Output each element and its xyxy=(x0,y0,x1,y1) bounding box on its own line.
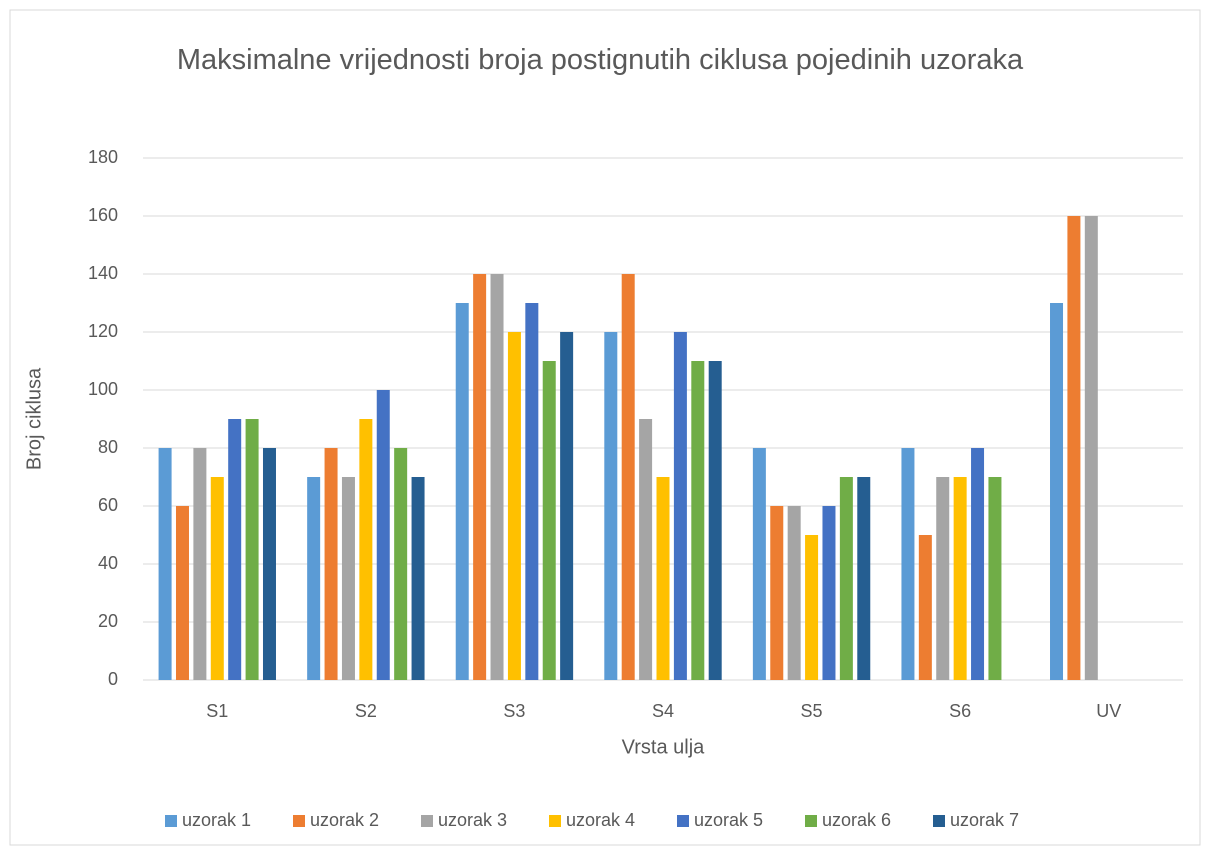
legend-swatch xyxy=(677,815,689,827)
y-tick-label: 0 xyxy=(108,669,118,689)
bar xyxy=(604,332,618,680)
legend-swatch xyxy=(421,815,433,827)
y-tick-label: 20 xyxy=(98,611,118,631)
legend-label: uzorak 1 xyxy=(182,810,251,830)
bar xyxy=(988,477,1002,680)
x-tick-label: S1 xyxy=(206,701,228,721)
bar xyxy=(822,506,836,680)
bar xyxy=(839,477,853,680)
bar xyxy=(971,448,985,680)
bar xyxy=(936,477,950,680)
bar xyxy=(901,448,915,680)
x-tick-label: S6 xyxy=(949,701,971,721)
bar xyxy=(228,419,242,680)
legend-label: uzorak 5 xyxy=(694,810,763,830)
bar xyxy=(210,477,224,680)
legend-label: uzorak 3 xyxy=(438,810,507,830)
bar xyxy=(262,448,276,680)
chart-title: Maksimalne vrijednosti broja postignutih… xyxy=(176,44,1024,76)
bar xyxy=(376,390,390,680)
legend-swatch xyxy=(293,815,305,827)
bar xyxy=(490,274,504,680)
bar xyxy=(193,448,207,680)
y-tick-label: 160 xyxy=(88,205,118,225)
bar xyxy=(918,535,932,680)
bar xyxy=(787,506,801,680)
bar xyxy=(473,274,487,680)
bar xyxy=(394,448,408,680)
legend-label: uzorak 4 xyxy=(566,810,635,830)
bar xyxy=(525,303,539,680)
legend-label: uzorak 7 xyxy=(950,810,1019,830)
bar xyxy=(359,419,373,680)
bar xyxy=(621,274,635,680)
bar xyxy=(1050,303,1064,680)
legend-swatch xyxy=(805,815,817,827)
x-tick-label: S3 xyxy=(503,701,525,721)
bar xyxy=(560,332,574,680)
bar xyxy=(507,332,521,680)
y-tick-label: 100 xyxy=(88,379,118,399)
bar xyxy=(708,361,722,680)
bar xyxy=(1067,216,1081,680)
bar xyxy=(805,535,819,680)
bar xyxy=(341,477,355,680)
bar xyxy=(307,477,321,680)
x-axis-label: Vrsta ulja xyxy=(622,736,706,758)
y-axis-label: Broj ciklusa xyxy=(23,367,45,470)
x-tick-label: S5 xyxy=(801,701,823,721)
bar xyxy=(691,361,705,680)
bar xyxy=(455,303,469,680)
x-tick-label: S4 xyxy=(652,701,674,721)
y-tick-label: 180 xyxy=(88,147,118,167)
bar xyxy=(953,477,967,680)
bar xyxy=(245,419,259,680)
y-tick-label: 120 xyxy=(88,321,118,341)
legend-swatch xyxy=(165,815,177,827)
bar xyxy=(324,448,338,680)
y-tick-label: 40 xyxy=(98,553,118,573)
bar xyxy=(542,361,556,680)
x-tick-label: UV xyxy=(1096,701,1121,721)
legend-label: uzorak 6 xyxy=(822,810,891,830)
bar xyxy=(411,477,425,680)
legend-label: uzorak 2 xyxy=(310,810,379,830)
bar xyxy=(673,332,687,680)
legend-swatch xyxy=(549,815,561,827)
bar xyxy=(1084,216,1098,680)
bar xyxy=(158,448,172,680)
bar xyxy=(752,448,766,680)
bar xyxy=(639,419,653,680)
y-tick-label: 80 xyxy=(98,437,118,457)
bar xyxy=(656,477,670,680)
bar xyxy=(770,506,784,680)
y-tick-label: 60 xyxy=(98,495,118,515)
bar xyxy=(175,506,189,680)
y-tick-label: 140 xyxy=(88,263,118,283)
bar xyxy=(857,477,871,680)
legend-swatch xyxy=(933,815,945,827)
x-tick-label: S2 xyxy=(355,701,377,721)
